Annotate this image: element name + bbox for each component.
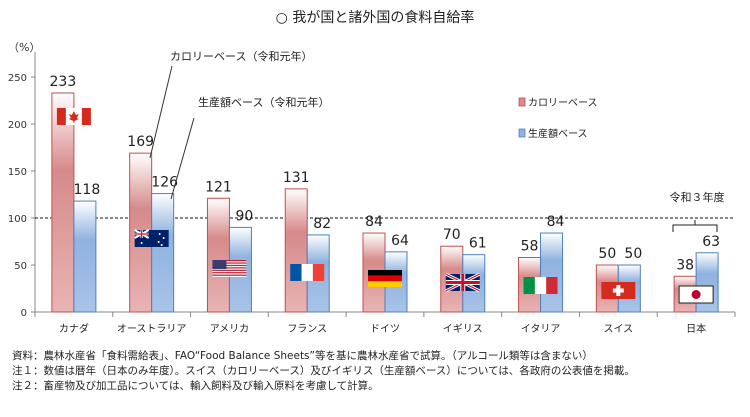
data-label-production: 118	[74, 182, 101, 198]
legend-swatch-calorie	[518, 97, 526, 107]
data-label-calorie: 233	[50, 74, 77, 90]
japan-brace	[672, 220, 718, 232]
bar-calorie	[284, 188, 308, 313]
australia-flag	[134, 229, 169, 247]
y-tick-label: 50	[14, 261, 27, 272]
japan-note: 令和３年度	[670, 190, 725, 204]
data-label-production: 126	[151, 175, 178, 191]
x-tick-label: イギリス	[443, 323, 483, 335]
switzerland-flag	[601, 282, 636, 299]
y-tick-label: 250	[8, 73, 27, 84]
bar-production	[151, 193, 175, 313]
germany-flag	[368, 270, 402, 287]
note-1: 注１：数値は暦年（日本のみ年度）。スイス（カロリーベース）及びイギリス（生産額ベ…	[12, 365, 635, 377]
data-label-calorie: 131	[283, 170, 310, 186]
data-label-production: 90	[236, 208, 254, 224]
y-tick-label: 150	[8, 167, 27, 178]
x-tick-label: ドイツ	[370, 324, 400, 335]
x-tick-label: アメリカ	[210, 323, 250, 335]
legend-swatch-production	[518, 128, 526, 138]
x-tick-label: イタリア	[521, 323, 561, 335]
japan-flag	[678, 285, 714, 304]
data-label-production: 84	[547, 214, 565, 230]
note-2: 注２：畜産物及び加工品については、輸入飼料及び輸入原料を考慮して計算。	[12, 380, 379, 392]
callout-production-leader	[170, 117, 195, 200]
x-tick-label: オーストラリア	[117, 323, 187, 335]
italy-flag	[523, 277, 558, 294]
x-tick-label: フランス	[287, 323, 327, 335]
note-source: 資料：農林水産省「食料需給表」、FAO“Food Balance Sheets”…	[12, 350, 593, 362]
data-label-calorie: 58	[521, 238, 539, 254]
data-label-calorie: 121	[205, 179, 232, 195]
y-axis-label: （%）	[8, 41, 40, 54]
y-tick-label: 100	[8, 214, 27, 225]
data-label-calorie: 50	[598, 246, 616, 262]
bar-calorie	[51, 92, 75, 313]
chart: （%） 0 50 100 150 200 250 カナダ 233 118 オーストラリア 169 12…	[8, 41, 736, 335]
bar-production	[73, 200, 97, 313]
legend-label-calorie: カロリーベース	[528, 97, 598, 109]
bar-calorie	[206, 197, 230, 313]
uk-flag	[445, 272, 481, 293]
legend-label-production: 生産額ベース	[528, 127, 588, 140]
data-label-calorie: 70	[443, 227, 461, 243]
callout-production: 生産額ベース（令和元年）	[198, 95, 329, 109]
data-label-production: 64	[391, 233, 409, 249]
data-label-production: 63	[702, 234, 720, 250]
x-tick-label: 日本	[686, 322, 706, 335]
data-label-production: 61	[469, 236, 487, 252]
canada-flag	[56, 108, 91, 125]
callout-calorie-leader	[149, 65, 173, 159]
notes: 資料：農林水産省「食料需給表」、FAO“Food Balance Sheets”…	[12, 349, 635, 394]
x-tick-label: スイス	[603, 324, 633, 335]
data-label-calorie: 169	[127, 134, 154, 150]
france-flag	[290, 264, 325, 281]
bar-production	[540, 232, 564, 313]
data-label-calorie: 84	[365, 214, 383, 230]
x-tick-label: カナダ	[59, 322, 89, 335]
data-label-production: 82	[313, 216, 331, 232]
callout-calorie: カロリーベース（令和元年）	[170, 49, 312, 63]
usa-flag	[212, 260, 247, 277]
y-tick-label: 0	[21, 308, 27, 319]
chart-title: ○ 我が国と諸外国の食料自給率	[275, 10, 475, 26]
y-tick-label: 200	[8, 120, 27, 131]
data-label-calorie: 38	[676, 257, 694, 273]
data-label-production: 50	[624, 246, 642, 262]
